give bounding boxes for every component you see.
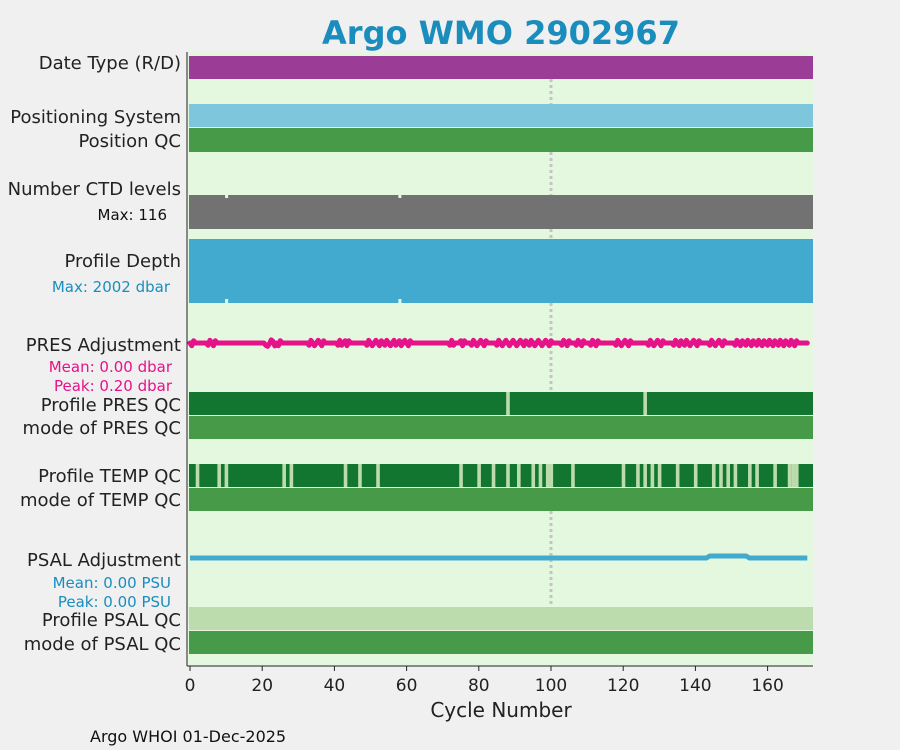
temp-qc-mode-bar bbox=[189, 488, 813, 511]
temp-qc-flag-19 bbox=[636, 464, 640, 487]
profile-depth-dip-0 bbox=[225, 299, 229, 303]
temp-qc-flag-17 bbox=[571, 464, 575, 487]
temp-qc-flag-11 bbox=[506, 464, 510, 487]
temp-qc-flag-13 bbox=[531, 464, 536, 487]
temp-qc-flag-1 bbox=[217, 464, 221, 487]
x-tick-label-40: 40 bbox=[324, 676, 346, 696]
temp-qc-flag-34 bbox=[794, 464, 799, 487]
label-pres-adjustment: PRES Adjustment bbox=[26, 335, 181, 356]
pres-qc-mode-bar bbox=[189, 416, 813, 439]
temp-qc-flag-31 bbox=[773, 464, 777, 487]
temp-qc-flag-2 bbox=[224, 464, 229, 487]
temp-qc-flag-24 bbox=[693, 464, 698, 487]
temp-qc-flag-10 bbox=[491, 464, 496, 487]
x-axis: 0 20 40 60 80 100 120 140 160 bbox=[185, 52, 813, 696]
temp-qc-flag-5 bbox=[343, 464, 348, 487]
x-tick-label-100: 100 bbox=[535, 676, 567, 696]
ctd-levels-dip-0 bbox=[225, 195, 229, 198]
profile-psal-qc-bar bbox=[189, 607, 813, 630]
profile-depth-bar bbox=[189, 239, 813, 303]
label-pres-qc-mode: mode of PRES QC bbox=[23, 418, 181, 439]
temp-qc-flag-29 bbox=[748, 464, 752, 487]
label-profile-psal-qc: Profile PSAL QC bbox=[42, 610, 181, 631]
pres-qc-flag-0 bbox=[506, 392, 510, 415]
label-profile-depth: Profile Depth bbox=[64, 251, 181, 272]
temp-qc-flag-26 bbox=[719, 464, 723, 487]
temp-qc-flag-21 bbox=[650, 464, 655, 487]
x-tick-label-120: 120 bbox=[607, 676, 639, 696]
temp-qc-flag-18 bbox=[621, 464, 626, 487]
date-type-bar bbox=[189, 56, 813, 79]
temp-qc-flag-32 bbox=[787, 464, 792, 487]
temp-qc-flag-28 bbox=[733, 464, 738, 487]
x-tick-label-0: 0 bbox=[185, 676, 196, 696]
label-pres-mean: Mean: 0.00 dbar bbox=[49, 358, 173, 376]
x-tick-label-80: 80 bbox=[468, 676, 490, 696]
label-pres-peak: Peak: 0.20 dbar bbox=[54, 377, 173, 395]
label-psal-peak: Peak: 0.00 PSU bbox=[58, 593, 171, 611]
temp-qc-flag-8 bbox=[459, 464, 463, 487]
label-date-type: Date Type (R/D) bbox=[39, 53, 181, 74]
label-profile-pres-qc: Profile PRES QC bbox=[41, 395, 181, 416]
label-ctd-levels: Number CTD levels bbox=[8, 179, 181, 200]
profile-depth-dip-1 bbox=[398, 299, 402, 303]
temp-qc-flag-3 bbox=[282, 464, 286, 487]
footer-credit: Argo WHOI 01-Dec-2025 bbox=[90, 727, 286, 746]
ctd-levels-dip-1 bbox=[398, 195, 402, 198]
temp-qc-flag-4 bbox=[289, 464, 294, 487]
profile-pres-qc-bar bbox=[189, 392, 813, 415]
positioning-system-bar bbox=[189, 104, 813, 127]
x-tick-label-60: 60 bbox=[396, 676, 418, 696]
psal-qc-mode-bar bbox=[189, 631, 813, 654]
temp-qc-flag-0 bbox=[195, 464, 200, 487]
temp-qc-flag-15 bbox=[545, 464, 550, 487]
label-profile-temp-qc: Profile TEMP QC bbox=[38, 466, 181, 487]
temp-qc-flag-9 bbox=[477, 464, 481, 487]
temp-qc-flag-27 bbox=[726, 464, 730, 487]
ctd-levels-bar bbox=[189, 195, 813, 229]
label-positioning-system: Positioning System bbox=[10, 107, 181, 128]
position-qc-bar bbox=[189, 128, 813, 152]
label-temp-qc-mode: mode of TEMP QC bbox=[20, 490, 181, 511]
label-psal-qc-mode: mode of PSAL QC bbox=[24, 634, 181, 655]
temp-qc-flag-33 bbox=[791, 464, 795, 487]
temp-qc-flag-20 bbox=[643, 464, 647, 487]
label-psal-mean: Mean: 0.00 PSU bbox=[53, 574, 171, 592]
label-ctd-max: Max: 116 bbox=[98, 206, 167, 224]
label-depth-max: Max: 2002 dbar bbox=[52, 278, 171, 296]
temp-qc-flag-16 bbox=[549, 464, 554, 487]
row-labels: Date Type (R/D) Positioning System Positio… bbox=[8, 53, 181, 655]
temp-qc-flag-6 bbox=[358, 464, 362, 487]
data-rows bbox=[187, 56, 813, 654]
x-axis-label: Cycle Number bbox=[430, 698, 572, 722]
temp-qc-flag-12 bbox=[517, 464, 521, 487]
pres-qc-flag-1 bbox=[643, 392, 647, 415]
temp-qc-flag-22 bbox=[657, 464, 662, 487]
temp-qc-flag-23 bbox=[675, 464, 680, 487]
pres-adjustment-line bbox=[187, 337, 810, 349]
plot-panel bbox=[187, 52, 813, 666]
temp-qc-flag-7 bbox=[376, 464, 380, 487]
panel-background bbox=[187, 52, 813, 666]
label-psal-adjustment: PSAL Adjustment bbox=[27, 550, 181, 571]
temp-qc-flag-14 bbox=[538, 464, 543, 487]
x-tick-label-20: 20 bbox=[251, 676, 273, 696]
temp-qc-flag-30 bbox=[755, 464, 759, 487]
temp-qc-flag-25 bbox=[711, 464, 716, 487]
x-tick-label-140: 140 bbox=[679, 676, 711, 696]
label-position-qc: Position QC bbox=[78, 131, 181, 152]
psal-adjustment-line bbox=[190, 553, 808, 561]
chart-title: Argo WMO 2902967 bbox=[322, 14, 680, 52]
x-tick-label-160: 160 bbox=[751, 676, 783, 696]
